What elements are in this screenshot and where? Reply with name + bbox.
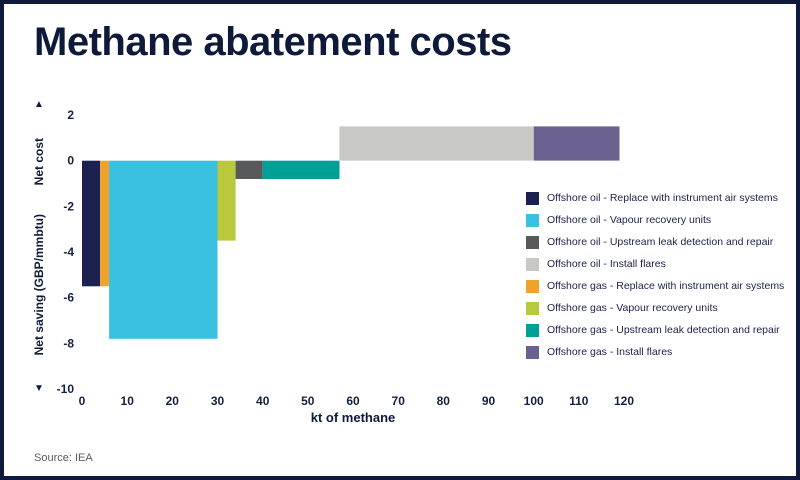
y-tick-label: 2 [67, 108, 74, 122]
legend-swatch [526, 258, 539, 271]
net-cost-arrow-up-icon: ▲ [34, 99, 44, 110]
legend-item: Offshore gas - Replace with instrument a… [526, 280, 796, 293]
x-tick-label: 100 [524, 394, 544, 408]
x-tick-label: 40 [256, 394, 270, 408]
x-tick-label: 60 [346, 394, 360, 408]
legend-swatch [526, 214, 539, 227]
macc-bar: Offshore gas - Replace with instrument a… [100, 160, 110, 287]
macc-bar: Offshore gas - Upstream leak detection a… [262, 160, 340, 179]
chart-plot: Offshore oil - Replace with instrument a… [57, 108, 635, 408]
macc-bar: Offshore oil - Vapour recovery units [109, 160, 218, 339]
y-tick-label: 0 [67, 154, 74, 168]
y-axis-labels: ▲ Net cost Net saving (GBP/mmbtu) ▼ [28, 100, 50, 394]
y-tick-label: -4 [63, 245, 74, 259]
legend-item: Offshore oil - Upstream leak detection a… [526, 236, 796, 249]
ylabel-net-saving: Net saving (GBP/mmbtu) [32, 214, 46, 356]
net-saving-arrow-down-icon: ▼ [34, 382, 44, 394]
x-tick-label: 80 [437, 394, 451, 408]
x-tick-label: 70 [392, 394, 406, 408]
legend-label: Offshore oil - Upstream leak detection a… [547, 236, 774, 248]
legend-label: Offshore gas - Upstream leak detection a… [547, 324, 780, 336]
legend-item: Offshore oil - Install flares [526, 258, 796, 271]
legend-label: Offshore gas - Install flares [547, 346, 673, 358]
x-tick-label: 90 [482, 394, 496, 408]
y-tick-label: -2 [63, 199, 74, 213]
legend-item: Offshore gas - Vapour recovery units [526, 302, 796, 315]
x-tick-label: 0 [79, 394, 86, 408]
x-tick-label: 110 [569, 394, 589, 408]
legend-label: Offshore oil - Vapour recovery units [547, 214, 712, 226]
legend-label: Offshore oil - Install flares [547, 258, 666, 270]
legend-label: Offshore gas - Replace with instrument a… [547, 280, 785, 292]
y-tick-label: -10 [57, 382, 75, 396]
legend-swatch [526, 192, 539, 205]
chart-title: Methane abatement costs [34, 20, 512, 64]
macc-bar: Offshore oil - Upstream leak detection a… [235, 160, 263, 179]
y-tick-label: -6 [63, 291, 74, 305]
x-tick-label: 20 [166, 394, 180, 408]
legend-label: Offshore oil - Replace with instrument a… [547, 192, 778, 204]
legend-swatch [526, 236, 539, 249]
source-note: Source: IEA [34, 452, 93, 464]
legend: Offshore oil - Replace with instrument a… [526, 192, 796, 368]
x-tick-label: 10 [121, 394, 135, 408]
macc-bar: Offshore oil - Replace with instrument a… [82, 160, 101, 287]
legend-swatch [526, 346, 539, 359]
legend-item: Offshore oil - Vapour recovery units [526, 214, 796, 227]
legend-item: Offshore gas - Upstream leak detection a… [526, 324, 796, 337]
legend-swatch [526, 280, 539, 293]
legend-item: Offshore gas - Install flares [526, 346, 796, 359]
y-tick-label: -8 [63, 336, 74, 350]
x-axis-title: kt of methane [310, 410, 396, 425]
macc-bar: Offshore oil - Install flares [339, 126, 534, 161]
x-tick-label: 30 [211, 394, 225, 408]
ylabel-net-cost: Net cost [32, 138, 46, 186]
legend-label: Offshore gas - Vapour recovery units [547, 302, 718, 314]
legend-item: Offshore oil - Replace with instrument a… [526, 192, 796, 205]
macc-bar: Offshore gas - Install flares [533, 126, 620, 161]
macc-bar: Offshore gas - Vapour recovery units [217, 160, 236, 241]
legend-swatch [526, 324, 539, 337]
x-tick-label: 50 [301, 394, 315, 408]
legend-swatch [526, 302, 539, 315]
x-tick-label: 120 [614, 394, 634, 408]
